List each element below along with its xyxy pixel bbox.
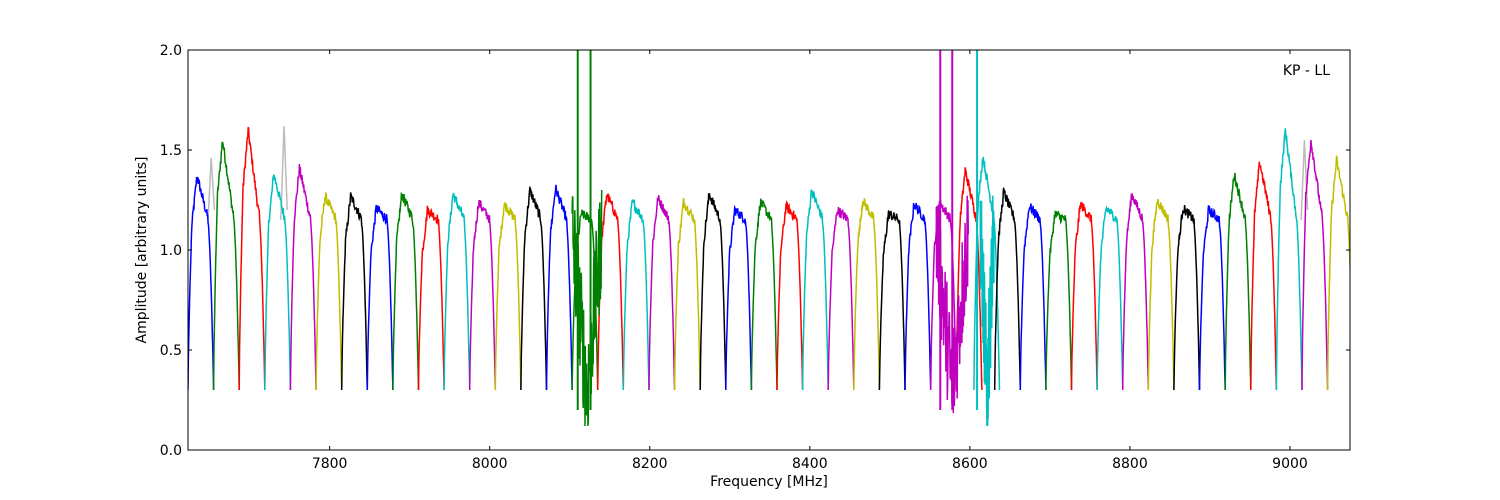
channel-4-trace [289,164,317,391]
channel-13-trace [520,186,548,391]
x-axis-label: Frequency [MHz] [710,474,828,490]
channel-1-trace [212,141,240,391]
y-axis-label: Amplitude [arbitrary units] [134,157,150,344]
channel-11-trace [468,199,497,391]
channel-10-trace [443,192,471,391]
channel-17-trace [622,199,650,391]
y-axis-ticks: 0.0 0.5 1.0 1.5 2.0 [160,43,1350,459]
rfi-noise-0 [571,189,603,427]
channel-37-trace [1121,193,1150,391]
channel-2-trace [238,126,266,391]
x-tick-label: 9000 [1272,456,1308,472]
gray-spike-0 [207,157,216,221]
channel-8-trace [392,191,420,391]
channel-22-trace [750,198,778,391]
channel-7-trace [366,204,394,391]
channel-43-trace [1275,128,1303,391]
y-tick-label: 0.5 [160,343,182,359]
channel-33-trace [1019,203,1047,391]
channel-6-trace [340,192,369,391]
channel-40-trace [1198,205,1226,391]
y-tick-label: 1.5 [160,143,182,159]
channel-12-trace [494,202,522,391]
x-tick-label: 8000 [472,456,508,472]
channel-27-trace [878,210,906,391]
series-layer [188,50,1350,427]
channel-25-trace [827,207,855,391]
channel-9-trace [417,205,445,391]
channel-20-trace [699,192,727,391]
y-tick-label: 0.0 [160,443,182,459]
channel-19-trace [673,198,701,391]
channel-14-trace [545,184,573,391]
channel-32-trace [993,187,1022,391]
x-tick-label: 8400 [792,456,828,472]
channel-28-trace [904,202,932,391]
plot-frame [187,49,1351,451]
channel-41-trace [1224,172,1252,391]
channel-42-trace [1250,161,1278,391]
x-tick-label: 7800 [312,456,348,472]
channel-26-trace [853,198,881,391]
channel-44-trace [1301,139,1329,391]
channel-31-trace [973,156,1001,391]
gray-spike-1 [280,125,288,221]
channel-34-trace [1045,209,1073,391]
y-tick-label: 2.0 [160,43,182,59]
channel-0-trace [188,176,215,391]
x-axis-ticks: 7800 8000 8200 8400 8600 8800 9000 [312,50,1308,472]
x-tick-label: 8600 [952,456,988,472]
channel-24-trace [801,188,829,391]
x-tick-label: 8200 [632,456,668,472]
channel-36-trace [1096,205,1124,391]
channel-45-trace [1326,155,1350,391]
channel-23-trace [776,200,804,391]
channel-35-trace [1070,201,1098,391]
channel-38-trace [1147,198,1175,391]
channel-18-trace [648,195,676,391]
rfi-noise-2 [979,195,995,427]
x-tick-label: 8800 [1112,456,1148,472]
plot-annotation: KP - LL [1283,63,1330,79]
channel-39-trace [1173,205,1201,391]
channel-5-trace [315,191,343,391]
channel-3-trace [264,173,292,391]
y-tick-label: 1.0 [160,243,182,259]
channel-21-trace [725,204,753,391]
